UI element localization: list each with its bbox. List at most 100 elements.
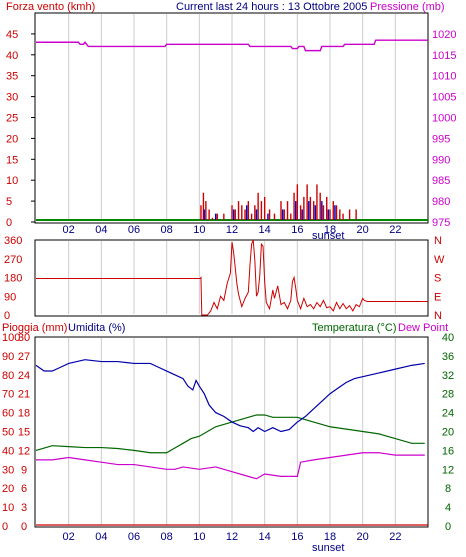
pressure-tick-label: 1000 — [432, 113, 456, 125]
panel2-frame — [34, 239, 429, 317]
panel1-x-tick-label: 08 — [161, 224, 173, 236]
wind-tick-label: 45 — [6, 29, 18, 41]
rain-mm-tick-label: 18 — [18, 408, 30, 420]
panel3-x-tick-label: 14 — [259, 531, 271, 543]
temperature-tick-label: 16 — [442, 445, 454, 457]
wind-tick-label: 10 — [6, 175, 18, 187]
panel3-x-tick-label: 22 — [389, 531, 401, 543]
pressure-line — [36, 39, 428, 52]
rain-mm-tick-label: 30 — [18, 332, 30, 344]
temperature-tick-label: 0 — [445, 521, 451, 533]
temperature-tick-label: 32 — [442, 370, 454, 382]
panel3-x-tick-label: 02 — [63, 531, 75, 543]
wind-direction-line — [36, 239, 428, 316]
temperature-tick-label: 24 — [442, 408, 454, 420]
temperature-tick-label: 20 — [442, 427, 454, 439]
rain-mm-tick-label: 15 — [18, 427, 30, 439]
rain-mm-tick-label: 12 — [18, 445, 30, 457]
rain-tick-label: 50 — [2, 427, 14, 439]
wind-tick-label: 30 — [6, 92, 18, 104]
compass-tick-label: W — [434, 254, 445, 266]
wind-tick-label: 15 — [6, 154, 18, 166]
wind-tick-label: 35 — [6, 71, 18, 83]
rain-mm-tick-label: 21 — [18, 389, 30, 401]
rain-tick-label: 60 — [2, 408, 14, 420]
rain-tick-label: 10 — [2, 502, 14, 514]
pressure-tick-label: 1010 — [432, 71, 456, 83]
data-series — [35, 39, 428, 526]
direction-tick-label: 270 — [4, 254, 22, 266]
rain-tick-label: 30 — [2, 464, 14, 476]
direction-tick-label: 360 — [4, 235, 22, 247]
temperature-tick-label: 12 — [442, 464, 454, 476]
pressure-tick-label: 975 — [432, 217, 450, 229]
pressure-tick-label: 990 — [432, 154, 450, 166]
panel1-x-tick-label: 22 — [389, 224, 401, 236]
temperature-axis-title: Temperatura (°C) — [312, 322, 396, 334]
temperature-line — [35, 414, 425, 454]
rain-tick-label: 90 — [2, 351, 14, 363]
panel3-x-tick-label: 04 — [95, 531, 107, 543]
wind-axis-title: Forza vento (kmh) — [6, 1, 95, 13]
humidity-axis-title: Umidita (%) — [68, 322, 125, 334]
rain-tick-label: 40 — [2, 445, 14, 457]
rain-tick-label: 80 — [2, 370, 14, 382]
panel1-x-tick-label: 02 — [63, 224, 75, 236]
panel1-x-tick-label: 20 — [357, 224, 369, 236]
temperature-tick-label: 36 — [442, 351, 454, 363]
sunset-note-bottom: sunset — [312, 542, 344, 552]
pressure-tick-label: 1005 — [432, 92, 456, 104]
direction-tick-label: 0 — [4, 310, 10, 322]
temperature-tick-label: 40 — [442, 332, 454, 344]
chart-date-title: Current last 24 hours : 13 Ottobre 2005 — [176, 1, 367, 13]
panel3-x-tick-label: 12 — [226, 531, 238, 543]
wind-tick-label: 20 — [6, 133, 18, 145]
dewpoint-line — [36, 452, 425, 480]
wind-tick-label: 25 — [6, 113, 18, 125]
temperature-tick-label: 28 — [442, 389, 454, 401]
panel1-x-tick-label: 14 — [259, 224, 271, 236]
temperature-tick-label: 8 — [445, 483, 451, 495]
temperature-tick-label: 4 — [445, 502, 451, 514]
compass-tick-label: S — [434, 273, 441, 285]
panel1-x-tick-label: 06 — [128, 224, 140, 236]
panel1-x-tick-label: 10 — [193, 224, 205, 236]
rain-tick-label: 0 — [2, 521, 8, 533]
pressure-tick-label: 995 — [432, 133, 450, 145]
panel3-x-tick-label: 16 — [291, 531, 303, 543]
rain-mm-tick-label: 9 — [21, 464, 27, 476]
pressure-axis-title: Pressione (mb) — [370, 1, 445, 13]
panel3-x-tick-label: 06 — [128, 531, 140, 543]
rain-mm-tick-label: 24 — [18, 370, 30, 382]
compass-tick-label: E — [434, 291, 441, 303]
rain-mm-tick-label: 27 — [18, 351, 30, 363]
dewpoint-axis-title: Dew Point — [398, 322, 448, 334]
panel1-x-tick-label: 18 — [324, 224, 336, 236]
compass-tick-label: N — [434, 235, 442, 247]
rain-axis-title: Pioggia (mm) — [2, 322, 67, 334]
panel3-x-tick-label: 20 — [357, 531, 369, 543]
compass-tick-label: N — [434, 310, 442, 322]
wind-tick-label: 5 — [6, 196, 12, 208]
rain-mm-tick-label: 6 — [21, 483, 27, 495]
rain-mm-tick-label: 3 — [21, 502, 27, 514]
direction-tick-label: 180 — [4, 273, 22, 285]
rain-tick-label: 70 — [2, 389, 14, 401]
panel3-x-tick-label: 10 — [193, 531, 205, 543]
humidity-line — [35, 359, 425, 433]
sunset-note-top: sunset — [312, 230, 344, 242]
panel3-x-tick-label: 08 — [161, 531, 173, 543]
wind-tick-label: 40 — [6, 50, 18, 62]
pressure-tick-label: 1015 — [432, 50, 456, 62]
pressure-tick-label: 980 — [432, 196, 450, 208]
panel1-x-tick-label: 04 — [95, 224, 107, 236]
pressure-tick-label: 985 — [432, 175, 450, 187]
panel3-x-tick-label: 18 — [324, 531, 336, 543]
direction-tick-label: 90 — [4, 291, 16, 303]
panel1-x-tick-label: 12 — [226, 224, 238, 236]
panel3-frame — [34, 336, 429, 528]
pressure-tick-label: 1020 — [432, 29, 456, 41]
